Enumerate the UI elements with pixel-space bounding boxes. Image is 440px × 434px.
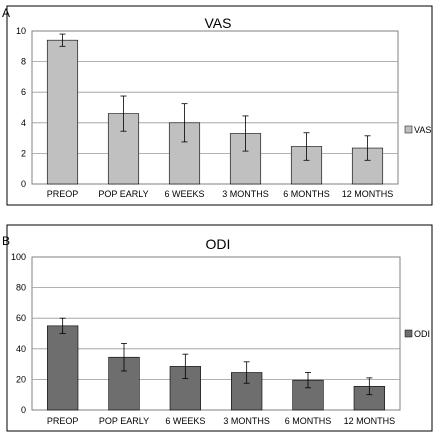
chart-a-gridlines: [32, 61, 398, 154]
x-tick-label: 3 MONTHS: [222, 189, 269, 199]
x-tick-label: PREOP: [47, 416, 79, 426]
x-tick-label: 3 MONTHS: [223, 416, 270, 426]
y-tick-label: 20: [16, 374, 26, 384]
x-tick-label: POP EARLY: [98, 189, 148, 199]
chart-b-gridlines: [32, 287, 400, 380]
x-tick-label: 6 MONTHS: [283, 189, 330, 199]
chart-a-title: VAS: [205, 15, 232, 31]
chart-a-frame: [6, 5, 433, 206]
chart-b-x-tick-labels: PREOP POP EARLY 6 WEEKS 3 MONTHS 6 MONTHS 12 …: [47, 416, 395, 426]
chart-a-y-tick-labels: 0 2 4 6 8 10: [16, 26, 26, 189]
legend-a-label: VAS: [414, 125, 431, 135]
panel-letter-b: B: [2, 234, 10, 248]
legend-b-swatch: [404, 329, 413, 338]
y-tick-label: 10: [16, 26, 26, 36]
bar: [46, 39, 79, 185]
y-tick-label: 80: [16, 283, 26, 293]
x-tick-label: 6 MONTHS: [285, 416, 332, 426]
legend-b-label: ODI: [414, 329, 430, 339]
chart-a-legend: VAS: [404, 125, 431, 135]
y-tick-label: 8: [21, 57, 26, 67]
y-tick-label: 2: [21, 148, 26, 158]
panel-a-vas-chart: A VAS 0 2 4 6 8 10 PREOP POP EARLY 6 WEEKS 3 MON…: [2, 5, 433, 206]
y-tick-label: 4: [21, 118, 26, 128]
chart-b-legend: ODI: [404, 329, 430, 339]
chart-a-plot-area: [31, 30, 399, 185]
chart-b-title: ODI: [206, 236, 231, 252]
chart-b-plot-area: [31, 256, 401, 411]
chart-b-error-bars: [59, 317, 373, 396]
x-tick-label: 12 MONTHS: [344, 416, 396, 426]
y-tick-label: 0: [21, 405, 26, 415]
x-tick-label: PREOP: [47, 189, 79, 199]
chart-b-frame: [6, 224, 433, 432]
x-tick-label: 6 WEEKS: [164, 189, 204, 199]
bar: [47, 325, 79, 411]
chart-a-error-bars: [59, 33, 371, 161]
y-tick-label: 6: [21, 87, 26, 97]
panel-letter-a: A: [2, 6, 10, 20]
y-tick-label: 60: [16, 313, 26, 323]
x-tick-label: POP EARLY: [99, 416, 149, 426]
chart-a-bars: [46, 39, 384, 185]
y-tick-label: 100: [11, 252, 26, 262]
panel-b-odi-chart: B ODI 0 20 40 60 80 100 PREOP POP EARLY 6 WEEKS…: [2, 224, 433, 432]
y-tick-label: 0: [21, 179, 26, 189]
chart-b-y-tick-labels: 0 20 40 60 80 100: [11, 252, 26, 415]
x-tick-label: 6 WEEKS: [165, 416, 205, 426]
chart-a-x-tick-labels: PREOP POP EARLY 6 WEEKS 3 MONTHS 6 MONTHS 12 …: [47, 189, 394, 199]
x-tick-label: 12 MONTHS: [342, 189, 394, 199]
legend-a-swatch: [404, 125, 413, 134]
y-tick-label: 40: [16, 344, 26, 354]
